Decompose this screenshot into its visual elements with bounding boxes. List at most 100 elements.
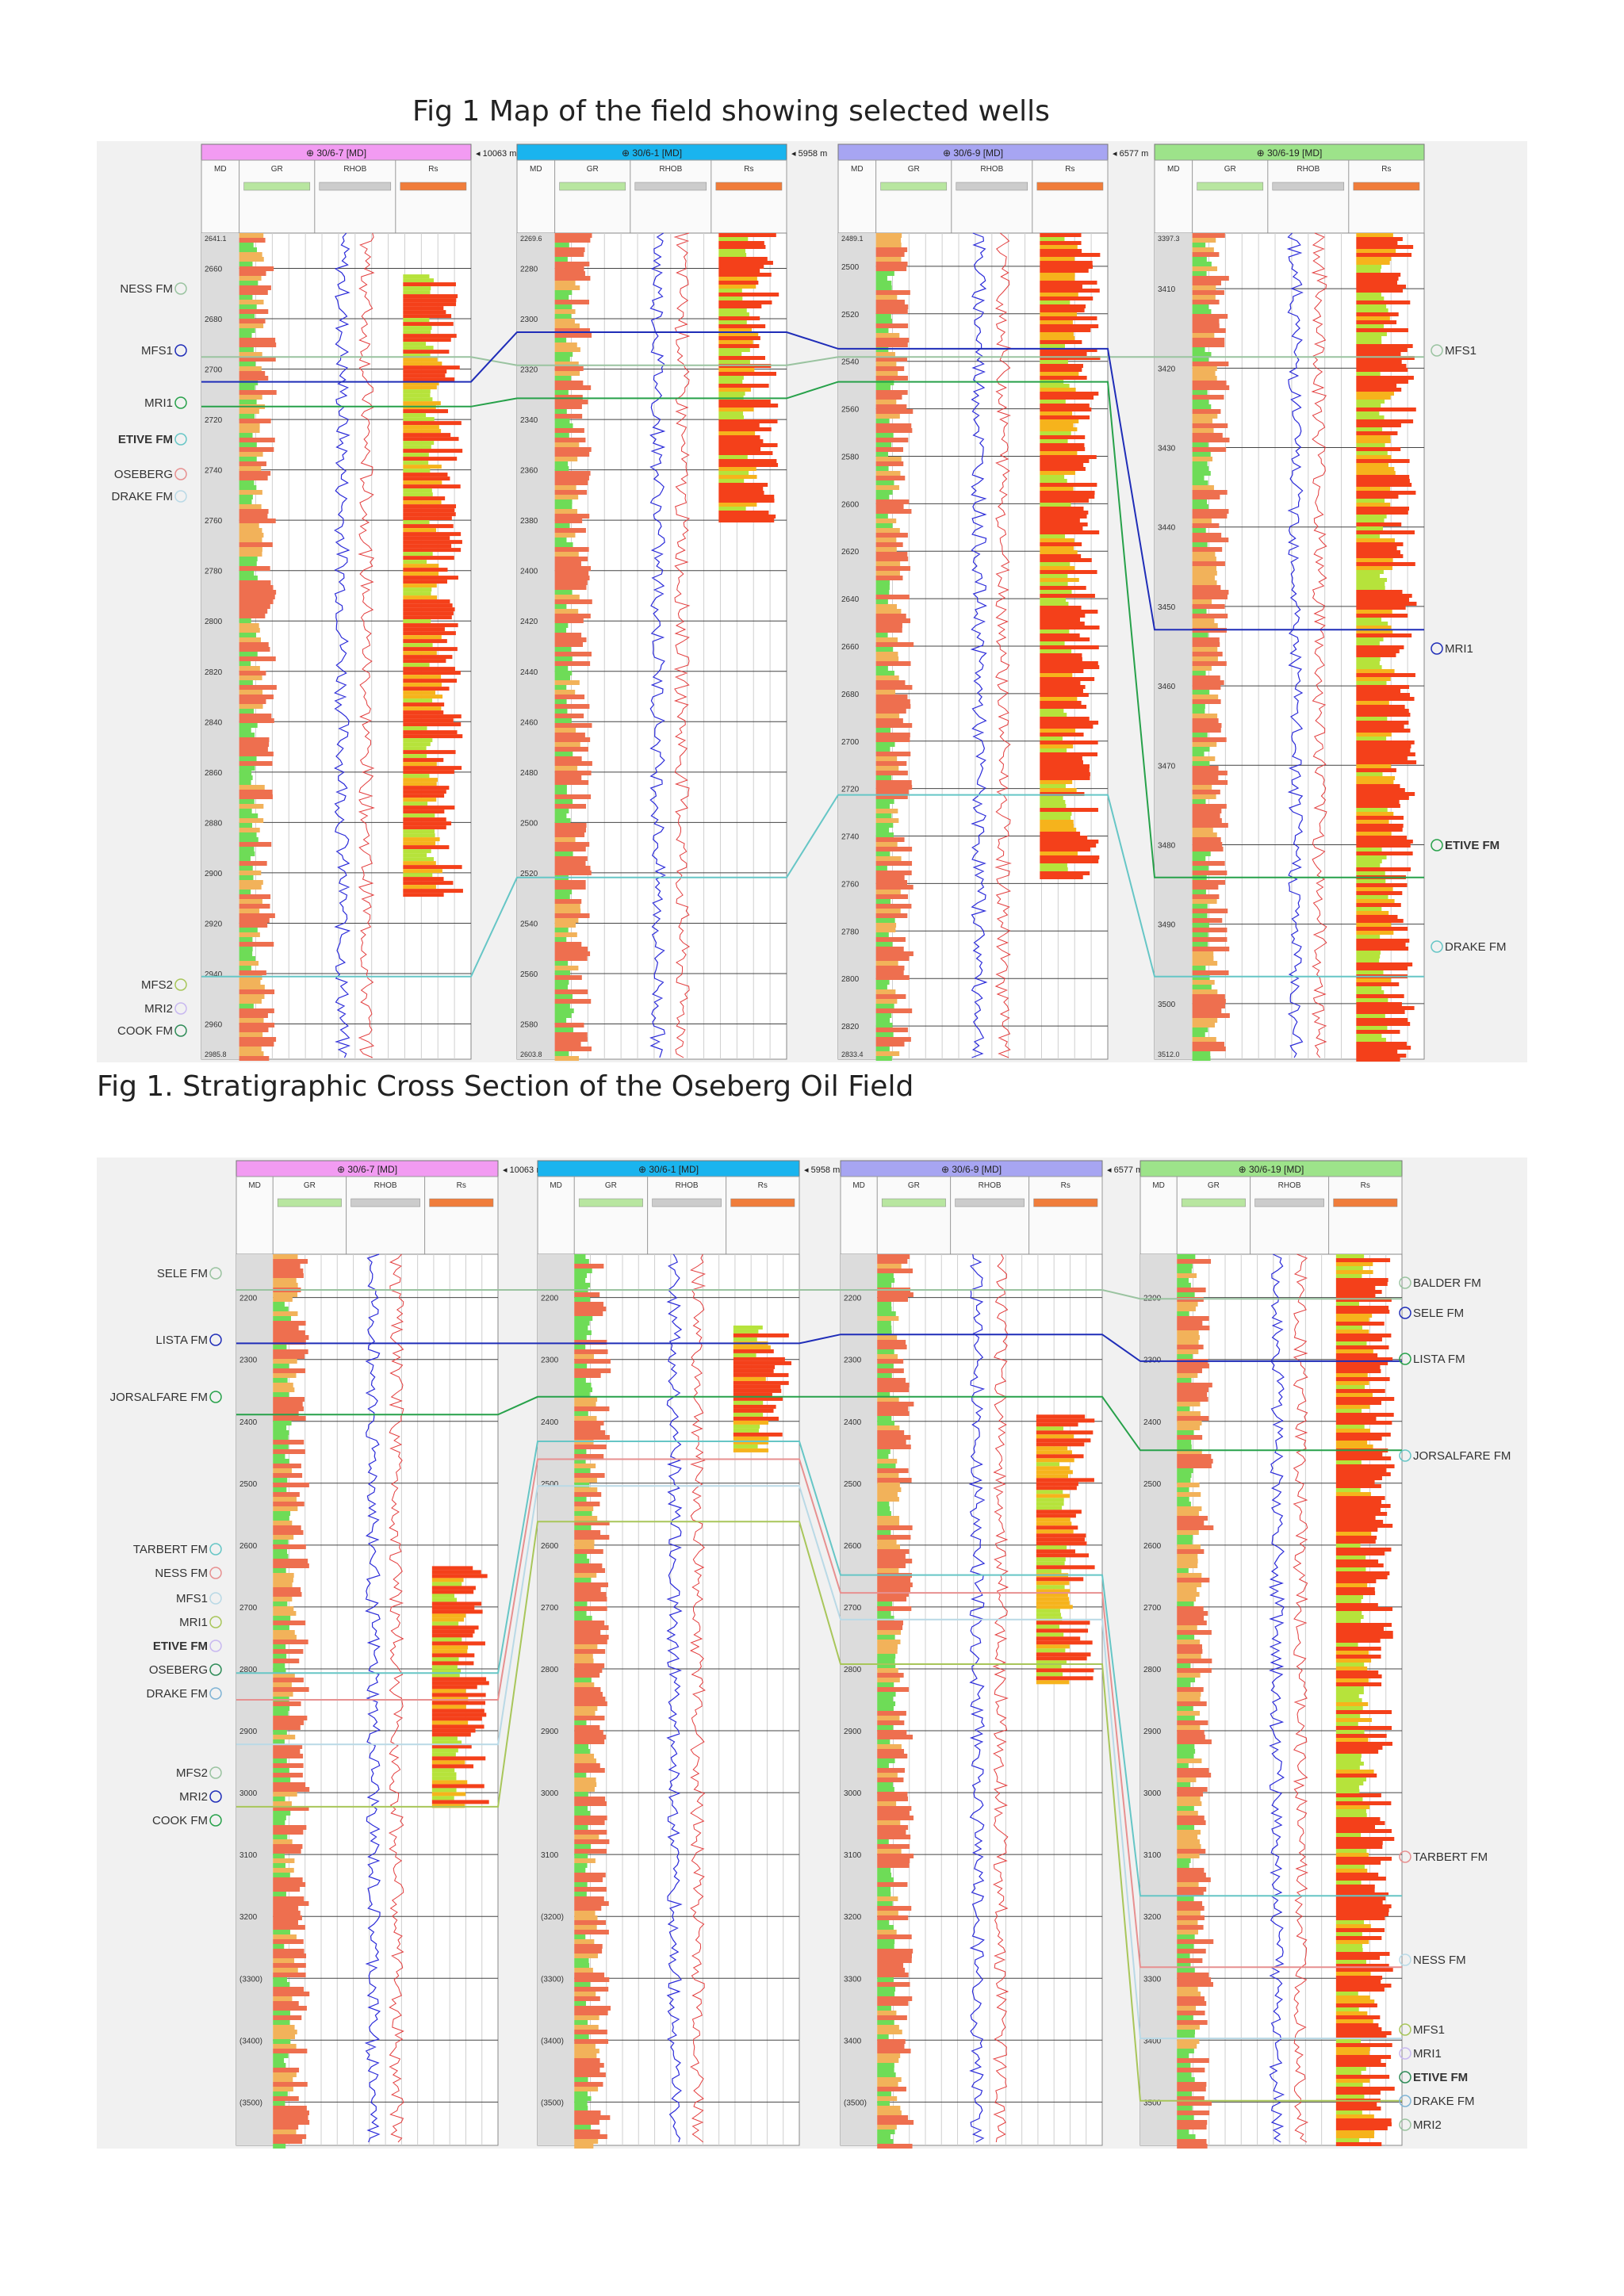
gr-log-fill	[877, 1302, 892, 1307]
gr-log-fill	[239, 618, 251, 623]
gr-log-fill	[1192, 633, 1208, 637]
rs-log-fill	[1040, 499, 1089, 503]
rs-log-fill	[1335, 1758, 1362, 1762]
gr-log-fill	[1177, 1996, 1205, 2001]
gr-log-fill	[574, 2120, 599, 2125]
rs-log-fill	[403, 802, 428, 806]
rs-log-fill	[403, 496, 446, 501]
gr-log-fill	[574, 1568, 606, 1573]
rs-log-fill	[1356, 538, 1396, 542]
gr-log-fill	[875, 352, 895, 357]
gr-log-fill	[554, 414, 583, 419]
gr-log-fill	[875, 585, 890, 590]
rs-log-fill	[1335, 1532, 1372, 1536]
depth-tick-label: 2400	[1143, 1418, 1162, 1427]
gr-log-fill	[875, 547, 897, 552]
rs-log-fill	[1335, 2043, 1392, 2047]
gr-log-fill	[554, 1027, 573, 1032]
depth-tick-label: 2300	[541, 1357, 559, 1365]
rs-log-fill	[1356, 935, 1381, 939]
gr-log-fill	[1177, 1630, 1212, 1635]
gr-log-fill	[273, 1854, 285, 1858]
rs-log-fill	[403, 465, 442, 469]
rs-log-fill	[1356, 733, 1392, 737]
gr-log-fill	[1177, 1506, 1202, 1511]
rs-log-fill	[1335, 1421, 1392, 1425]
rs-log-fill	[1335, 1722, 1358, 1726]
gr-log-fill	[239, 414, 255, 419]
rs-log-fill	[1335, 1322, 1385, 1326]
rs-log-fill	[733, 1372, 789, 1377]
gr-log-fill	[1192, 385, 1230, 390]
gr-log-fill	[554, 704, 590, 709]
gr-log-fill	[1192, 799, 1206, 804]
gr-log-fill	[875, 271, 894, 276]
gr-log-fill	[554, 928, 569, 932]
rhob-curve	[970, 232, 988, 1058]
rs-log-fill	[1040, 360, 1068, 364]
gr-log-fill	[554, 599, 592, 604]
rs-log-fill	[1335, 1702, 1369, 1706]
gr-log-fill	[877, 1278, 895, 1283]
rs-log-fill	[403, 631, 456, 636]
rs-log-fill	[1040, 479, 1067, 483]
gr-log-fill	[239, 257, 264, 262]
rs-log-fill	[1040, 812, 1072, 816]
rs-log-fill	[1335, 1294, 1376, 1298]
gr-log-fill	[877, 1754, 908, 1758]
gr-log-fill	[877, 1744, 902, 1749]
gr-log-fill	[554, 552, 579, 557]
gr-log-fill	[239, 476, 268, 480]
gr-log-fill	[273, 1930, 291, 1934]
rs-log-fill	[431, 1657, 459, 1662]
rs-log-fill	[718, 392, 745, 396]
rs-log-fill	[403, 310, 446, 315]
rs-log-fill	[1036, 1648, 1066, 1653]
rs-log-fill	[1040, 277, 1075, 281]
gr-log-fill	[574, 1502, 600, 1506]
gr-log-fill	[875, 252, 905, 257]
gr-log-fill	[273, 1635, 297, 1640]
gr-log-fill	[1192, 961, 1218, 966]
gr-log-fill	[574, 1316, 593, 1321]
gr-log-fill	[554, 519, 583, 523]
gr-log-fill	[554, 847, 586, 851]
gr-log-fill	[574, 1701, 607, 1706]
rs-log-fill	[431, 1637, 462, 1642]
rs-log-fill	[403, 286, 431, 291]
gr-log-fill	[273, 2125, 299, 2130]
rs-log-fill	[1335, 1928, 1385, 1932]
rs-log-fill	[1036, 1613, 1061, 1617]
gr-log-fill	[1192, 266, 1218, 271]
gr-log-fill	[877, 2106, 901, 2110]
gr-log-fill	[554, 866, 591, 871]
gr-log-fill	[1192, 985, 1212, 989]
rs-log-fill	[1335, 1821, 1385, 1825]
rs-log-fill	[1356, 891, 1403, 895]
gr-log-fill	[875, 942, 893, 947]
gr-log-fill	[877, 1735, 914, 1739]
gr-log-fill	[875, 390, 908, 395]
rs-log-fill	[1335, 1896, 1386, 1900]
rs-log-fill	[403, 385, 437, 390]
rs-log-fill	[431, 1693, 486, 1697]
rs-log-fill	[1040, 293, 1078, 297]
rs-log-fill	[1356, 447, 1401, 451]
rs-log-fill	[1335, 2138, 1360, 2142]
gr-log-fill	[1192, 452, 1211, 457]
gr-log-fill	[875, 452, 889, 457]
rs-log-fill	[1356, 598, 1410, 602]
gr-log-fill	[1192, 300, 1220, 304]
rs-log-fill	[1335, 2083, 1363, 2087]
rs-log-fill	[1335, 1833, 1362, 1837]
gr-log-fill	[875, 333, 900, 338]
gr-log-fill	[875, 357, 908, 362]
depth-tick-label: 2540	[520, 920, 538, 928]
rs-log-fill	[733, 1368, 774, 1373]
correlation-lines	[201, 331, 1424, 978]
rs-log-fill	[1356, 939, 1410, 943]
rs-log-fill	[403, 750, 456, 755]
rs-log-fill	[1040, 554, 1082, 558]
gr-log-fill	[1177, 1640, 1201, 1644]
rs-log-fill	[403, 627, 445, 632]
